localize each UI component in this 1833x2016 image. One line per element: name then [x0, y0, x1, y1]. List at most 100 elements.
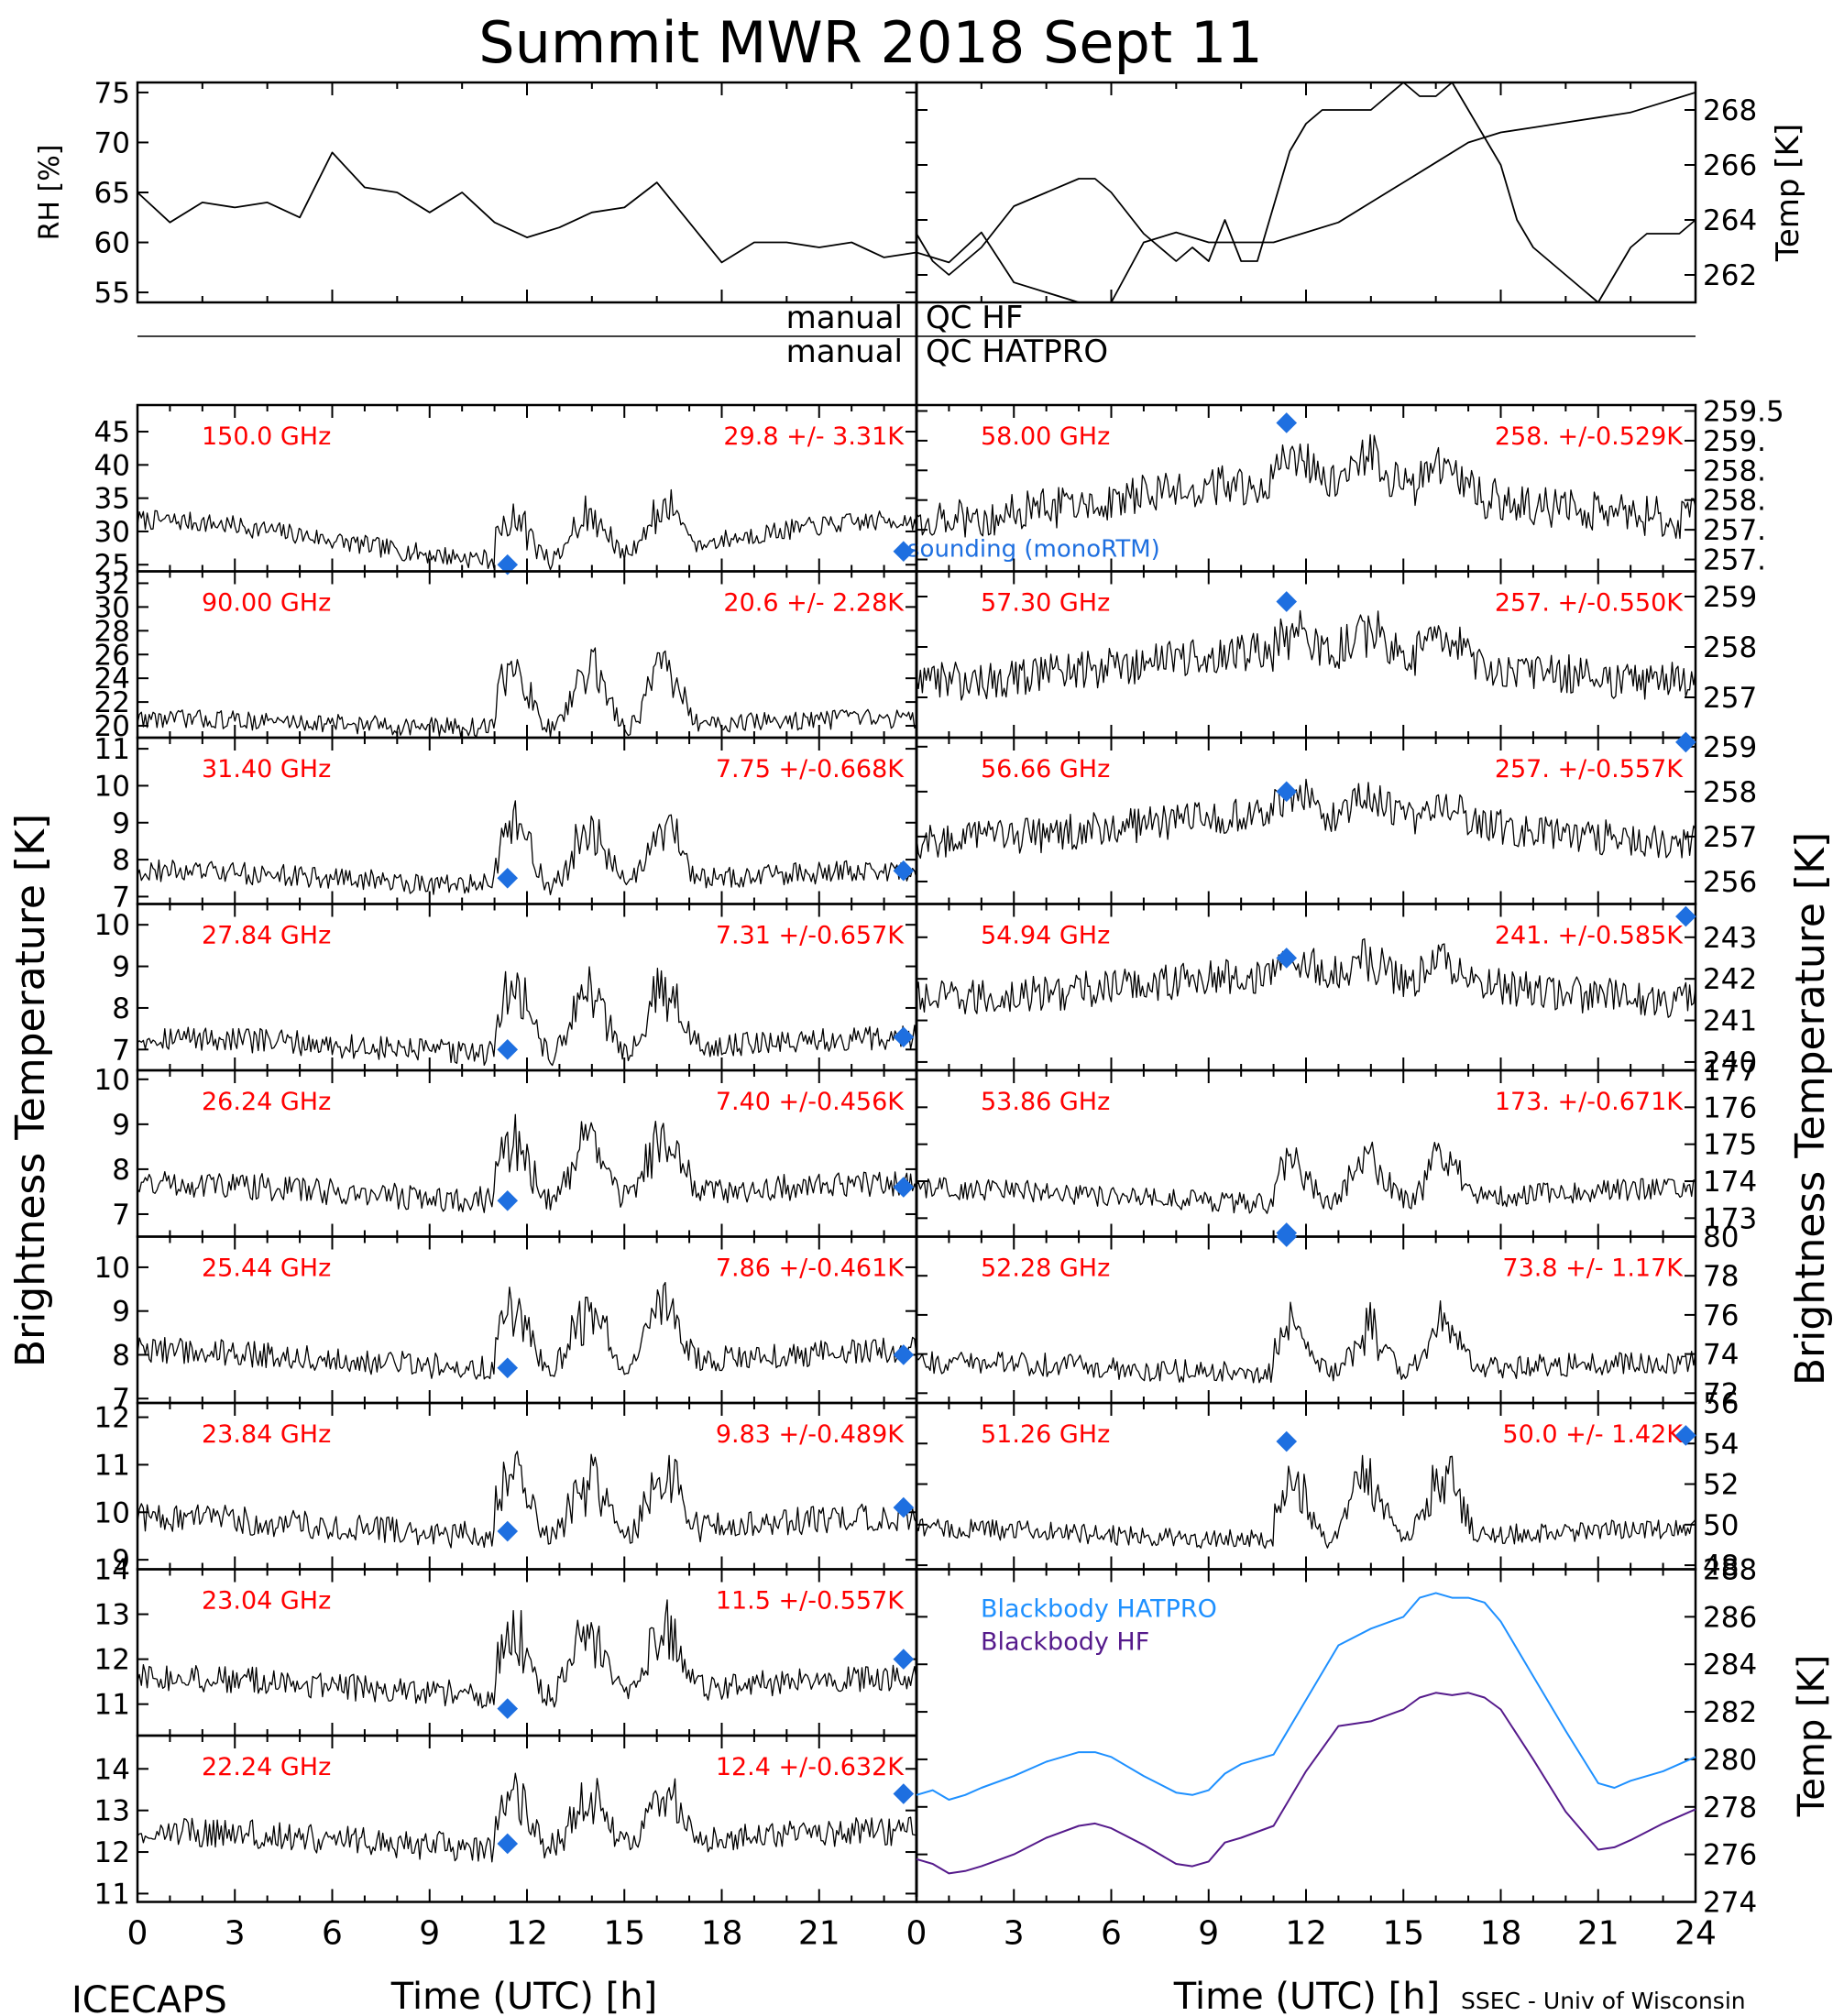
tb-5228-y-tick-label: 80 — [1703, 1222, 1739, 1255]
tb-5126-sonde-marker — [1276, 1430, 1298, 1452]
tb-2784-sonde-marker — [497, 1038, 519, 1060]
tb-2544-y-tick-label: 7 — [112, 1383, 130, 1416]
tb-5666-series-line — [916, 778, 1696, 860]
x-tick-label-right: 15 — [1382, 1915, 1424, 1953]
tb-5126-y-tick-label: 50 — [1703, 1509, 1739, 1542]
tb-5126-sonde-marker — [1675, 1425, 1696, 1446]
tb-1500-sonde-marker — [893, 541, 915, 563]
tb-2384-y-tick-label: 10 — [94, 1496, 130, 1529]
temp-y-tick-label: 268 — [1703, 94, 1757, 127]
tb-9000-y-tick-label: 22 — [94, 686, 130, 719]
tb-2384-sonde-marker — [497, 1520, 519, 1542]
tb-5228-stats-label: 73.8 +/- 1.17K — [1502, 1255, 1684, 1283]
x-tick-label-right: 12 — [1285, 1915, 1327, 1953]
tb-1500-y-tick-label: 25 — [94, 549, 130, 582]
tb-2784-y-tick-label: 9 — [112, 951, 130, 984]
y-label-right: Brightness Temperature [K] — [1787, 832, 1833, 1386]
tb-2544-y-tick-label: 8 — [112, 1339, 130, 1372]
tb-5666-sonde-marker — [1675, 731, 1696, 753]
tb-5228-y-tick-label: 74 — [1703, 1339, 1739, 1372]
tb-2624-sonde-marker — [497, 1189, 519, 1211]
tb-5494-sonde-marker — [1276, 948, 1298, 969]
tb-2384-sonde-marker — [893, 1496, 915, 1518]
tb-5800-y-tick-label: 258. — [1703, 455, 1766, 488]
tb-5494-y-tick-label: 242 — [1703, 963, 1757, 996]
tb-9000-y-tick-label: 32 — [94, 567, 130, 600]
tb-3140-freq-label: 31.40 GHz — [202, 755, 331, 783]
tb-5228-y-tick-label: 76 — [1703, 1299, 1739, 1332]
blackbody-y-tick-label: 286 — [1703, 1601, 1757, 1634]
temp-series-line — [916, 82, 1696, 303]
legend-hf: Blackbody HF — [981, 1628, 1149, 1657]
tb-5386-series-line — [916, 1141, 1696, 1214]
tb-2784-freq-label: 27.84 GHz — [202, 922, 331, 950]
tb-2624-stats-label: 7.40 +/-0.456K — [716, 1088, 905, 1116]
qc-hf-right: QC HF — [926, 300, 1023, 336]
tb-2304-sonde-marker — [893, 1649, 915, 1670]
tb-5386-stats-label: 173. +/-0.671K — [1495, 1088, 1684, 1116]
tb-5386-y-tick-label: 173 — [1703, 1202, 1757, 1235]
blackbody-y-tick-label: 278 — [1703, 1791, 1757, 1824]
tb-5666-y-tick-label: 258 — [1703, 776, 1757, 809]
x-label-right: Time (UTC) [h] — [1173, 1976, 1440, 2016]
tb-5386-y-tick-label: 177 — [1703, 1055, 1757, 1088]
tb-3140-y-tick-label: 8 — [112, 844, 130, 877]
tb-5666-y-tick-label: 256 — [1703, 866, 1757, 899]
tb-1500-series-line — [137, 488, 917, 571]
chart-title: Summit MWR 2018 Sept 11 — [478, 9, 1263, 76]
tb-1500-annotation: sounding (monoRTM) — [907, 536, 1160, 564]
x-tick-label-right: 6 — [1101, 1915, 1122, 1953]
rh-series-line — [137, 151, 917, 264]
blackbody-y-tick-label: 282 — [1703, 1696, 1757, 1729]
tb-5666-y-tick-label: 259 — [1703, 731, 1757, 764]
x-tick-label-left: 0 — [127, 1915, 148, 1953]
tb-3140-stats-label: 7.75 +/-0.668K — [716, 755, 905, 783]
tb-5666-freq-label: 56.66 GHz — [981, 755, 1110, 783]
tb-5800-y-tick-label: 258. — [1703, 485, 1766, 518]
tb-1500-y-tick-label: 35 — [94, 483, 130, 516]
tb-2784-y-tick-label: 10 — [94, 909, 130, 942]
tb-5800-freq-label: 58.00 GHz — [981, 422, 1110, 451]
tb-1500-y-tick-label: 45 — [94, 416, 130, 449]
tb-9000-y-tick-label: 26 — [94, 639, 130, 672]
tb-2224-stats-label: 12.4 +/-0.632K — [716, 1753, 905, 1781]
tb-2544-y-tick-label: 10 — [94, 1252, 130, 1285]
tb-2224-series-line — [137, 1772, 917, 1863]
tb-2624-y-tick-label: 7 — [112, 1199, 130, 1232]
qc-hatpro-right: QC HATPRO — [926, 334, 1108, 370]
tb-5730-y-tick-label: 257 — [1703, 682, 1757, 715]
tb-9000-y-tick-label: 20 — [94, 710, 130, 743]
tb-5800-y-tick-label: 257. — [1703, 514, 1766, 547]
tb-2224-y-tick-label: 11 — [94, 1878, 130, 1911]
tb-5386-freq-label: 53.86 GHz — [981, 1088, 1110, 1116]
rh-y-axis-label: RH [%] — [34, 145, 66, 241]
rh-y-tick-label: 65 — [94, 177, 130, 210]
tb-5666-stats-label: 257. +/-0.557K — [1495, 755, 1684, 783]
x-tick-label-left: 18 — [701, 1915, 743, 1953]
tb-2224-y-tick-label: 13 — [94, 1795, 130, 1828]
tb-2624-y-tick-label: 10 — [94, 1064, 130, 1097]
tb-2304-series-line — [137, 1599, 917, 1709]
tb-2384-y-tick-label: 11 — [94, 1449, 130, 1482]
tb-1500-stats-label: 29.8 +/- 3.31K — [723, 422, 905, 451]
tb-2384-freq-label: 23.84 GHz — [202, 1420, 331, 1449]
tb-5800-y-tick-label: 257. — [1703, 544, 1766, 577]
tb-2624-y-tick-label: 8 — [112, 1154, 130, 1187]
blackbody-y-axis-label: Temp [K] — [1791, 1655, 1833, 1818]
x-tick-label-left: 15 — [603, 1915, 645, 1953]
tb-9000-y-tick-label: 24 — [94, 663, 130, 696]
tb-1500-freq-label: 150.0 GHz — [202, 422, 331, 451]
x-tick-label-right: 3 — [1004, 1915, 1025, 1953]
blackbody-y-tick-label: 280 — [1703, 1744, 1757, 1777]
tb-5386-y-tick-label: 174 — [1703, 1166, 1757, 1199]
footer-right-label: SSEC - Univ of Wisconsin — [1461, 1988, 1746, 2014]
x-tick-label-left: 6 — [322, 1915, 343, 1953]
tb-2544-y-tick-label: 9 — [112, 1296, 130, 1329]
tb-2224-sonde-marker — [497, 1833, 519, 1855]
tb-2544-sonde-marker — [497, 1357, 519, 1379]
tb-5800-stats-label: 258. +/-0.529K — [1495, 422, 1684, 451]
tb-5126-freq-label: 51.26 GHz — [981, 1420, 1110, 1449]
qc-hf-left: manual — [786, 300, 903, 336]
tb-5494-sonde-marker — [1675, 905, 1696, 927]
footer-left-label: ICECAPS — [71, 1979, 227, 2016]
